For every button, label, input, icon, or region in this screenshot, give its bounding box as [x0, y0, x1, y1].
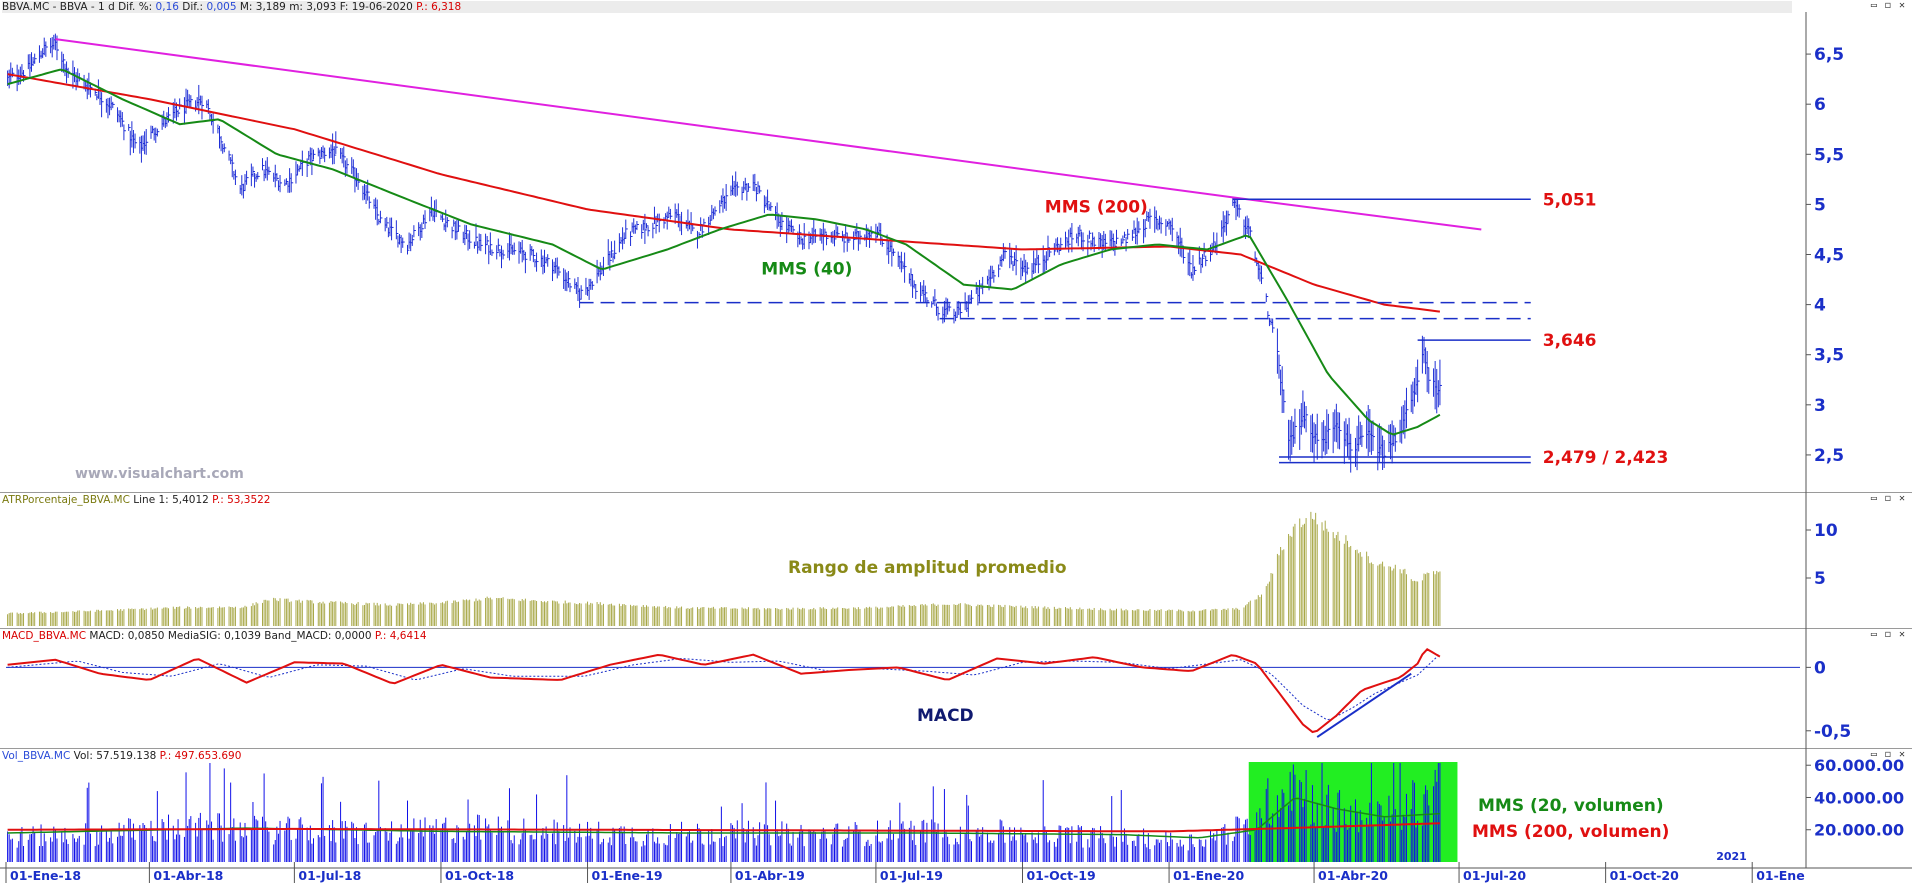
- macd-line: [7, 648, 1441, 734]
- vol-y-tick-label: 40.000.00: [1814, 788, 1904, 807]
- header-dif-pct: 0,16: [155, 1, 179, 13]
- volume-bars: [7, 763, 1441, 862]
- macd-annotation: MACD: [917, 706, 974, 726]
- macd-header-macd: MACD: 0,0850: [89, 630, 165, 642]
- vol-mms200-annotation: MMS (200, volumen): [1472, 822, 1670, 842]
- atr-window-buttons[interactable]: ▭ ◻ ✕: [1870, 493, 1906, 504]
- x-tick-label: 01-Abr-20: [1318, 868, 1388, 883]
- x-tick-label: 01-Oct-19: [1026, 868, 1095, 883]
- x-tick-label: 01-Oct-18: [445, 868, 514, 883]
- vol-header-vol: Vol: 57.519.138: [73, 750, 157, 762]
- header-symbol: BBVA.MC - BBVA -: [2, 1, 95, 13]
- vol-y-tick-label: 20.000.00: [1814, 821, 1904, 840]
- price-y-tick-label: 6: [1814, 95, 1826, 115]
- vol-y-tick-label: 60.000.00: [1814, 756, 1904, 775]
- atr-header-line: Line 1:: [133, 494, 169, 506]
- price-panel-header: BBVA.MC - BBVA - 1 d Dif. %: 0,16 Dif.: …: [2, 1, 1792, 13]
- atr-annotation: Rango de amplitud promedio: [788, 558, 1067, 578]
- header-dif-pct-label: Dif. %:: [118, 1, 153, 13]
- header-date: F: 19-06-2020: [339, 1, 413, 13]
- macd-y-tick-label: 0: [1814, 658, 1826, 678]
- vol-header-name: Vol_BBVA.MC: [2, 750, 71, 762]
- vol-mms200-line: [7, 822, 1440, 833]
- price-window-buttons[interactable]: ▭ ◻ ✕: [1870, 0, 1906, 11]
- x-tick-label: 01-Ene-18: [10, 868, 81, 883]
- price-y-tick-label: 2,5: [1814, 446, 1844, 466]
- atr-header-line-val: 5,4012: [172, 494, 209, 506]
- header-max: M: 3,189: [239, 1, 286, 13]
- price-annotation-label: MMS (200): [1045, 197, 1148, 217]
- header-min: m: 3,093: [289, 1, 337, 13]
- macd-panel: MACD_BBVA.MC MACD: 0,0850 MediaSIG: 0,10…: [0, 628, 1912, 749]
- x-tick-label: 01-Jul-20: [1463, 868, 1526, 883]
- price-y-tick-label: 5,5: [1814, 145, 1844, 165]
- macd-trend-line: [1316, 672, 1412, 738]
- atr-panel: ATRPorcentaje_BBVA.MC Line 1: 5,4012 P.:…: [0, 492, 1912, 629]
- header-period: 1 d: [98, 1, 115, 13]
- header-close: P.: 6,318: [416, 1, 462, 13]
- x-tick-label: 01-Ene-19: [592, 868, 663, 883]
- watermark: www.visualchart.com: [75, 466, 244, 482]
- vol-mms20-annotation: MMS (20, volumen): [1478, 796, 1664, 816]
- volume-panel: Vol_BBVA.MC Vol: 57.519.138 P.: 497.653.…: [0, 748, 1912, 884]
- macd-header-name: MACD_BBVA.MC: [2, 630, 87, 642]
- price-y-tick-label: 3: [1814, 396, 1826, 416]
- x-tick-label: 01-Abr-18: [153, 868, 223, 883]
- x-tick-label: 01-Jul-18: [298, 868, 361, 883]
- atr-header-name: ATRPorcentaje_BBVA.MC: [2, 494, 130, 506]
- vol-header-p: P.: 497.653.690: [159, 750, 242, 762]
- price-level-label: 3,646: [1543, 331, 1597, 351]
- volume-window-buttons[interactable]: ▭ ◻ ✕: [1870, 749, 1906, 760]
- macd-y-tick-label: -0,5: [1814, 722, 1851, 742]
- x-tick-label: 01-Ene-20: [1173, 868, 1244, 883]
- macd-header-p: P.: 4,6414: [374, 630, 427, 642]
- price-y-tick-label: 3,5: [1814, 346, 1844, 366]
- macd-window-buttons[interactable]: ▭ ◻ ✕: [1870, 629, 1906, 640]
- mms40-line: [7, 68, 1441, 436]
- atr-header-p: P.: 53,3522: [212, 494, 271, 506]
- header-dif: 0,005: [206, 1, 237, 13]
- price-level-label: 2,479 / 2,423: [1543, 448, 1669, 468]
- mms200-line: [7, 73, 1441, 313]
- macd-header-band: Band_MACD: 0,0000: [264, 630, 372, 642]
- volume-panel-header: Vol_BBVA.MC Vol: 57.519.138 P.: 497.653.…: [2, 750, 241, 762]
- price-y-tick-label: 4: [1814, 296, 1826, 316]
- downtrend-line: [55, 38, 1482, 231]
- atr-panel-header: ATRPorcentaje_BBVA.MC Line 1: 5,4012 P.:…: [2, 494, 271, 506]
- price-annotation-label: MMS (40): [761, 260, 852, 280]
- macd-panel-header: MACD_BBVA.MC MACD: 0,0850 MediaSIG: 0,10…: [2, 630, 427, 642]
- atr-y-tick-label: 10: [1814, 521, 1838, 541]
- atr-bars: [7, 511, 1441, 626]
- price-panel: BBVA.MC - BBVA - 1 d Dif. %: 0,16 Dif.: …: [2, 0, 1906, 13]
- atr-y-tick-label: 5: [1814, 569, 1826, 589]
- x-tick-label: 01-Oct-20: [1610, 868, 1679, 883]
- header-dif-label: Dif.:: [182, 1, 204, 13]
- macd-header-sig: MediaSIG: 0,1039: [167, 630, 261, 642]
- x-tick-label: 01-Ene: [1756, 868, 1805, 883]
- macd-signal-line: [7, 653, 1441, 721]
- x-tick-label: 01-Abr-19: [735, 868, 805, 883]
- price-y-tick-label: 4,5: [1814, 246, 1844, 266]
- price-y-tick-label: 5: [1814, 195, 1826, 215]
- price-y-tick-label: 6,5: [1814, 45, 1844, 65]
- price-level-label: 5,051: [1543, 190, 1597, 210]
- x-tick-label: 01-Jul-19: [880, 868, 943, 883]
- year-marker: 2021: [1716, 850, 1747, 863]
